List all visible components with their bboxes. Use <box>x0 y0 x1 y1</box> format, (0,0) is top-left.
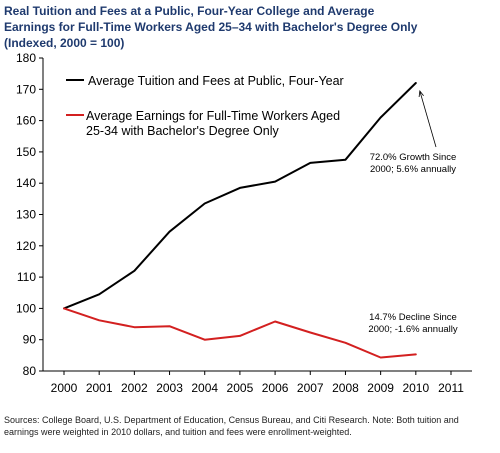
x-tick-label: 2006 <box>262 381 289 395</box>
y-tick-label: 160 <box>16 114 36 128</box>
y-tick-label: 80 <box>23 364 37 378</box>
x-axis-ticks: 2000 2001 2002 2003 2004 2005 2006 2007 2008 2009… <box>51 371 464 395</box>
x-tick-label: 2001 <box>86 381 113 395</box>
x-tick-label: 2007 <box>297 381 324 395</box>
x-tick-label: 2009 <box>367 381 394 395</box>
x-tick-label: 2000 <box>51 381 78 395</box>
series-lines <box>63 82 417 359</box>
y-tick-label: 120 <box>16 239 36 253</box>
x-tick-label: 2011 <box>438 381 464 395</box>
y-tick-label: 100 <box>16 301 36 315</box>
source-footnote: Sources: College Board, U.S. Department … <box>4 415 459 437</box>
y-tick-label: 110 <box>17 270 36 284</box>
annotation-arrow-line <box>419 90 437 148</box>
y-axis-ticks: 80 90 100 110 120 130 140 150 160 170 180 <box>16 51 43 378</box>
y-tick-label: 150 <box>16 145 36 159</box>
annotation-tuition-growth: 72.0% Growth Since 2000; 5.6% annually <box>370 152 457 175</box>
y-tick-label: 170 <box>16 82 36 96</box>
x-tick-label: 2002 <box>121 381 148 395</box>
x-tick-label: 2010 <box>402 381 429 395</box>
x-tick-label: 2005 <box>227 381 254 395</box>
legend-label-tuition: Average Tuition and Fees at Public, Four… <box>88 74 344 88</box>
legend-label-earnings: Average Earnings for Full-Time Workers A… <box>86 109 340 138</box>
y-tick-label: 90 <box>23 333 37 347</box>
y-tick-label: 130 <box>16 208 36 222</box>
chart-annotations: 72.0% Growth Since 2000; 5.6% annually 14.… <box>368 90 458 335</box>
annotation-arrow-head <box>418 90 424 98</box>
x-tick-label: 2008 <box>332 381 359 395</box>
y-tick-label: 140 <box>16 176 36 190</box>
series-line-tuition <box>63 82 417 310</box>
series-line-earnings <box>63 307 417 359</box>
y-tick-label: 180 <box>16 51 36 65</box>
annotation-earnings-decline: 14.7% Decline Since 2000; -1.6% annually <box>368 312 458 335</box>
chart-legend: Average Tuition and Fees at Public, Four… <box>66 74 344 138</box>
x-tick-label: 2004 <box>191 381 218 395</box>
x-tick-label: 2003 <box>156 381 183 395</box>
chart-title: Real Tuition and Fees at a Public, Four-… <box>4 4 418 50</box>
